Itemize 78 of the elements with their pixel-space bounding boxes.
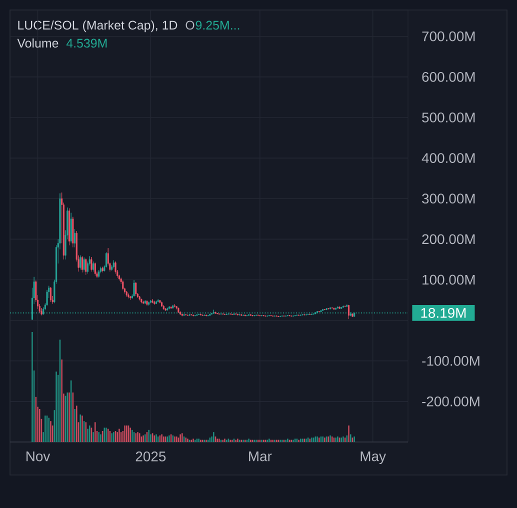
candlestick <box>170 306 172 310</box>
chart-title: Volume <box>17 38 58 48</box>
x-tick-label: 2025 <box>136 452 166 462</box>
candlestick <box>133 280 135 298</box>
y-tick-label: 200.00M <box>422 234 475 244</box>
candlestick <box>342 305 344 308</box>
y-tick-label: 400.00M <box>422 153 475 163</box>
candlestick <box>326 308 328 310</box>
candlestick <box>46 290 48 306</box>
ref-line-label: 18.19M <box>421 308 466 318</box>
candlestick <box>68 208 70 246</box>
candlestick <box>105 252 108 268</box>
candlestick <box>114 261 116 274</box>
y-tick-label: 600.00M <box>422 72 475 82</box>
candlestick <box>40 308 42 316</box>
candlestick <box>126 290 128 298</box>
candlestick <box>122 280 124 291</box>
y-tick-label: 300.00M <box>422 194 475 204</box>
candlestick <box>181 314 183 316</box>
annotation: 4.539M <box>66 38 107 48</box>
candlestick <box>140 298 142 304</box>
candlestick <box>154 300 156 306</box>
candlestick <box>81 256 83 273</box>
candlestick <box>155 300 158 304</box>
candlestick <box>94 262 96 276</box>
candlestick <box>80 255 82 270</box>
candlestick <box>112 260 114 269</box>
y-tick-label: 500.00M <box>422 112 475 122</box>
candlestick <box>352 313 354 318</box>
candlestick <box>157 298 159 303</box>
candlestick <box>174 304 176 308</box>
candlestick <box>346 304 348 308</box>
candlestick <box>338 306 340 310</box>
candlestick <box>180 311 182 316</box>
annotation: O <box>186 20 194 30</box>
y-tick-label: 100.00M <box>422 274 475 285</box>
candlestick <box>144 300 146 304</box>
candlestick <box>148 301 150 306</box>
candlestick <box>336 306 338 309</box>
candlestick <box>128 293 130 299</box>
y-tick-label: -200.00M <box>422 396 480 406</box>
x-tick-label: Mar <box>249 452 272 462</box>
candlestick <box>50 286 52 302</box>
candlestick <box>85 258 87 276</box>
candlestick <box>166 308 168 311</box>
candlestick <box>176 306 178 310</box>
candlestick <box>168 306 170 310</box>
x-tick-label: May <box>360 452 386 464</box>
candlestick <box>340 306 342 310</box>
text: LUCE/SOL (Market Cap), 1D <box>18 20 178 32</box>
candlestick <box>130 296 132 300</box>
y-tick-label: 700.00M <box>422 31 475 42</box>
candlestick <box>135 282 137 296</box>
candlestick <box>329 307 332 310</box>
candlestick <box>161 301 163 308</box>
candlestick <box>83 257 85 272</box>
candlestick <box>92 261 94 272</box>
candlestick <box>150 300 152 304</box>
candlestick <box>138 296 140 301</box>
candlestick <box>72 216 74 248</box>
candlestick <box>162 305 164 310</box>
candlestick <box>152 298 154 304</box>
annotation: 9.25M... <box>196 20 240 30</box>
y-tick-label: -100.00M <box>422 356 480 366</box>
x-tick-label: Nov <box>26 452 50 462</box>
candlestick <box>348 304 350 320</box>
candlestick <box>74 228 76 248</box>
candlestick <box>100 266 102 274</box>
candlestick <box>146 300 148 306</box>
candlestick <box>102 266 104 273</box>
candlestick <box>159 300 161 304</box>
candlestick <box>172 304 174 309</box>
candlestick <box>90 256 92 272</box>
candlestick <box>178 308 180 314</box>
candlestick <box>98 270 100 278</box>
candlestick <box>142 300 144 304</box>
candlestick <box>164 308 166 312</box>
candlestick <box>214 312 216 314</box>
